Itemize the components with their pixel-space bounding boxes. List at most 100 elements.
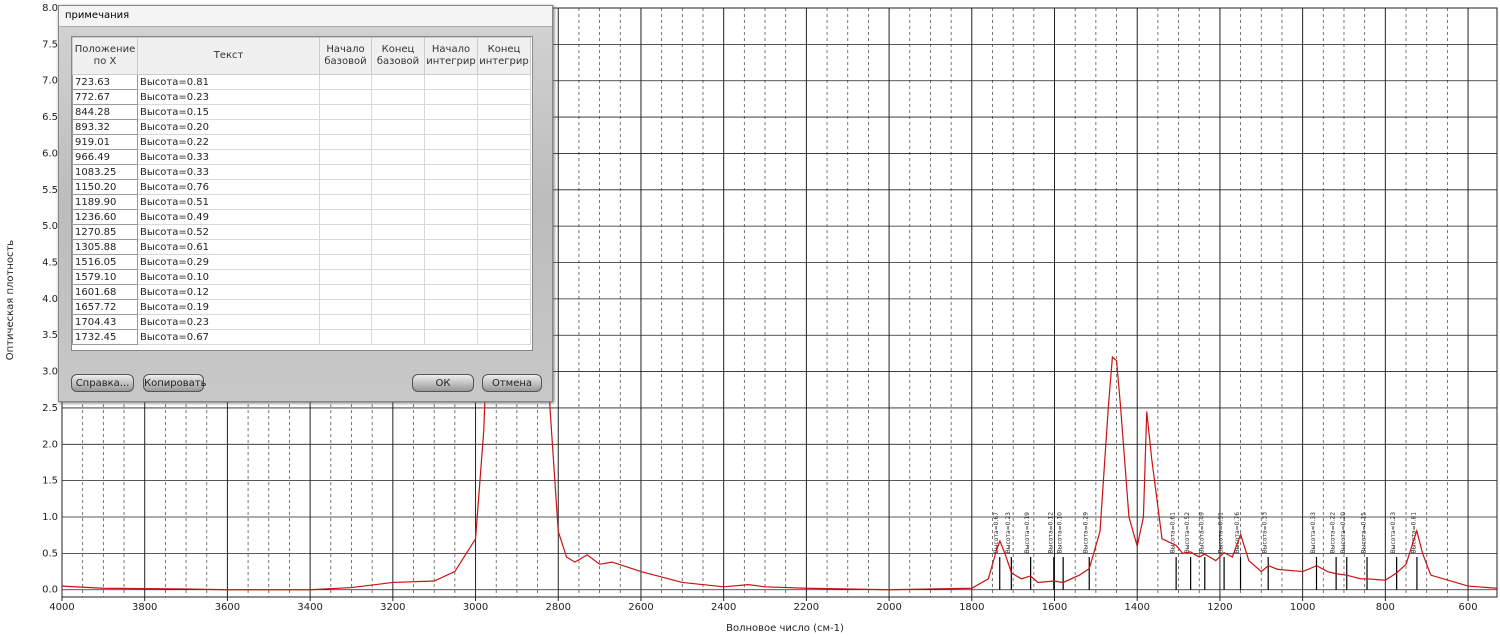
text-cell[interactable]: Высота=0.12 — [137, 284, 320, 300]
text-cell[interactable]: Высота=0.81 — [137, 74, 320, 90]
empty-cell[interactable] — [371, 134, 425, 150]
empty-cell[interactable] — [319, 194, 372, 210]
empty-cell[interactable] — [477, 314, 531, 330]
empty-cell[interactable] — [424, 134, 478, 150]
text-cell[interactable]: Высота=0.19 — [137, 299, 320, 315]
position-cell[interactable]: 772.67 — [72, 89, 138, 105]
position-cell[interactable]: 1150.20 — [72, 179, 138, 195]
text-cell[interactable]: Высота=0.10 — [137, 269, 320, 285]
empty-cell[interactable] — [424, 119, 478, 135]
empty-cell[interactable] — [424, 269, 478, 285]
empty-cell[interactable] — [477, 74, 531, 90]
empty-cell[interactable] — [319, 89, 372, 105]
empty-cell[interactable] — [477, 179, 531, 195]
position-cell[interactable]: 893.32 — [72, 119, 138, 135]
table-row[interactable]: 1516.05 Высота=0.29 — [72, 254, 531, 270]
empty-cell[interactable] — [477, 269, 531, 285]
empty-cell[interactable] — [371, 119, 425, 135]
column-header[interactable]: Конец базовой — [371, 37, 425, 75]
empty-cell[interactable] — [424, 89, 478, 105]
empty-cell[interactable] — [424, 239, 478, 255]
empty-cell[interactable] — [319, 104, 372, 120]
empty-cell[interactable] — [319, 149, 372, 165]
column-header[interactable]: Начало интегрир — [424, 37, 478, 75]
ok-button[interactable]: ОК — [412, 374, 474, 392]
empty-cell[interactable] — [477, 239, 531, 255]
column-header[interactable]: Текст — [137, 37, 320, 75]
table-row[interactable]: 919.01 Высота=0.22 — [72, 134, 531, 150]
table-row[interactable]: 1657.72 Высота=0.19 — [72, 299, 531, 315]
empty-cell[interactable] — [319, 74, 372, 90]
column-header[interactable]: Конец интегрир — [477, 37, 531, 75]
position-cell[interactable]: 1236.60 — [72, 209, 138, 225]
empty-cell[interactable] — [424, 299, 478, 315]
position-cell[interactable]: 1601.68 — [72, 284, 138, 300]
empty-cell[interactable] — [424, 74, 478, 90]
empty-cell[interactable] — [371, 149, 425, 165]
text-cell[interactable]: Высота=0.23 — [137, 89, 320, 105]
empty-cell[interactable] — [371, 254, 425, 270]
help-button[interactable]: Справка... — [71, 374, 134, 392]
empty-cell[interactable] — [319, 239, 372, 255]
table-row[interactable]: 1189.90 Высота=0.51 — [72, 194, 531, 210]
empty-cell[interactable] — [371, 104, 425, 120]
text-cell[interactable]: Высота=0.61 — [137, 239, 320, 255]
empty-cell[interactable] — [371, 179, 425, 195]
position-cell[interactable]: 1305.88 — [72, 239, 138, 255]
text-cell[interactable]: Высота=0.20 — [137, 119, 320, 135]
text-cell[interactable]: Высота=0.22 — [137, 134, 320, 150]
position-cell[interactable]: 844.28 — [72, 104, 138, 120]
text-cell[interactable]: Высота=0.33 — [137, 164, 320, 180]
table-row[interactable]: 1150.20 Высота=0.76 — [72, 179, 531, 195]
position-cell[interactable]: 1083.25 — [72, 164, 138, 180]
empty-cell[interactable] — [477, 224, 531, 240]
position-cell[interactable]: 1732.45 — [72, 329, 138, 345]
empty-cell[interactable] — [424, 209, 478, 225]
empty-cell[interactable] — [319, 254, 372, 270]
table-row[interactable]: 844.28 Высота=0.15 — [72, 104, 531, 120]
empty-cell[interactable] — [477, 89, 531, 105]
empty-cell[interactable] — [371, 74, 425, 90]
empty-cell[interactable] — [319, 179, 372, 195]
empty-cell[interactable] — [477, 254, 531, 270]
table-row[interactable]: 1704.43 Высота=0.23 — [72, 314, 531, 330]
empty-cell[interactable] — [477, 149, 531, 165]
table-row[interactable]: 1305.88 Высота=0.61 — [72, 239, 531, 255]
empty-cell[interactable] — [371, 239, 425, 255]
text-cell[interactable]: Высота=0.49 — [137, 209, 320, 225]
text-cell[interactable]: Высота=0.15 — [137, 104, 320, 120]
empty-cell[interactable] — [424, 284, 478, 300]
text-cell[interactable]: Высота=0.67 — [137, 329, 320, 345]
position-cell[interactable]: 1657.72 — [72, 299, 138, 315]
empty-cell[interactable] — [319, 299, 372, 315]
empty-cell[interactable] — [319, 284, 372, 300]
position-cell[interactable]: 1189.90 — [72, 194, 138, 210]
empty-cell[interactable] — [424, 164, 478, 180]
copy-button[interactable]: Копировать — [143, 374, 206, 392]
empty-cell[interactable] — [477, 209, 531, 225]
position-cell[interactable]: 1270.85 — [72, 224, 138, 240]
text-cell[interactable]: Высота=0.76 — [137, 179, 320, 195]
table-row[interactable]: 772.67 Высота=0.23 — [72, 89, 531, 105]
empty-cell[interactable] — [319, 209, 372, 225]
empty-cell[interactable] — [319, 224, 372, 240]
empty-cell[interactable] — [371, 329, 425, 345]
empty-cell[interactable] — [371, 284, 425, 300]
empty-cell[interactable] — [319, 119, 372, 135]
table-row[interactable]: 893.32 Высота=0.20 — [72, 119, 531, 135]
empty-cell[interactable] — [371, 224, 425, 240]
empty-cell[interactable] — [477, 284, 531, 300]
empty-cell[interactable] — [371, 269, 425, 285]
empty-cell[interactable] — [371, 299, 425, 315]
position-cell[interactable]: 1704.43 — [72, 314, 138, 330]
empty-cell[interactable] — [371, 209, 425, 225]
position-cell[interactable]: 1579.10 — [72, 269, 138, 285]
empty-cell[interactable] — [319, 314, 372, 330]
empty-cell[interactable] — [424, 179, 478, 195]
empty-cell[interactable] — [424, 194, 478, 210]
empty-cell[interactable] — [477, 329, 531, 345]
column-header[interactable]: Положение по X — [72, 37, 138, 75]
empty-cell[interactable] — [424, 224, 478, 240]
empty-cell[interactable] — [424, 314, 478, 330]
text-cell[interactable]: Высота=0.51 — [137, 194, 320, 210]
